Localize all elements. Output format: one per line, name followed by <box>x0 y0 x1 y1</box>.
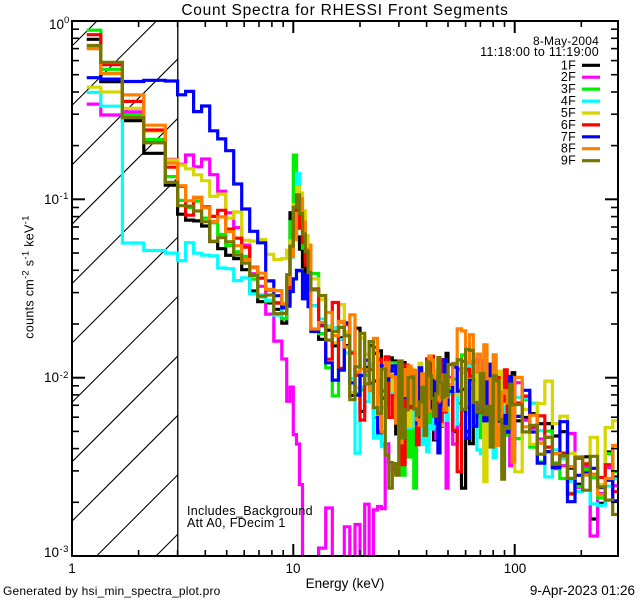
svg-text:Includes_Background: Includes_Background <box>187 504 313 518</box>
svg-text:2F: 2F <box>561 70 576 84</box>
svg-text:10: 10 <box>44 370 59 385</box>
svg-text:9-Apr-2023 01:26: 9-Apr-2023 01:26 <box>530 583 635 598</box>
svg-text:10: 10 <box>49 17 64 32</box>
svg-text:0: 0 <box>64 15 70 26</box>
svg-text:-2: -2 <box>60 370 69 381</box>
svg-text:10: 10 <box>285 561 300 576</box>
svg-text:1: 1 <box>68 561 76 576</box>
svg-text:10: 10 <box>44 192 59 207</box>
svg-text:4F: 4F <box>561 94 576 108</box>
svg-text:6F: 6F <box>561 118 576 132</box>
svg-text:-3: -3 <box>60 544 69 555</box>
svg-text:8F: 8F <box>561 142 576 156</box>
svg-text:3F: 3F <box>561 82 576 96</box>
svg-text:11:18:00 to 11:19:00: 11:18:00 to 11:19:00 <box>480 45 599 59</box>
svg-text:8-May-2004: 8-May-2004 <box>533 34 599 48</box>
svg-text:-1: -1 <box>60 191 69 202</box>
svg-text:Energy (keV): Energy (keV) <box>306 576 385 591</box>
svg-text:5F: 5F <box>561 106 576 120</box>
svg-text:1F: 1F <box>561 58 576 72</box>
svg-text:10: 10 <box>44 545 59 560</box>
svg-text:9F: 9F <box>561 154 576 168</box>
svg-text:Att A0, FDecim 1: Att A0, FDecim 1 <box>187 516 286 530</box>
svg-text:Generated by hsi_min_spectra_p: Generated by hsi_min_spectra_plot.pro <box>3 584 221 598</box>
svg-text:100: 100 <box>504 561 527 576</box>
svg-text:7F: 7F <box>561 130 576 144</box>
svg-text:Count Spectra for RHESSI Front: Count Spectra for RHESSI Front Segments <box>181 2 508 19</box>
svg-text:counts cm-2 s-1 keV-1: counts cm-2 s-1 keV-1 <box>21 215 37 338</box>
